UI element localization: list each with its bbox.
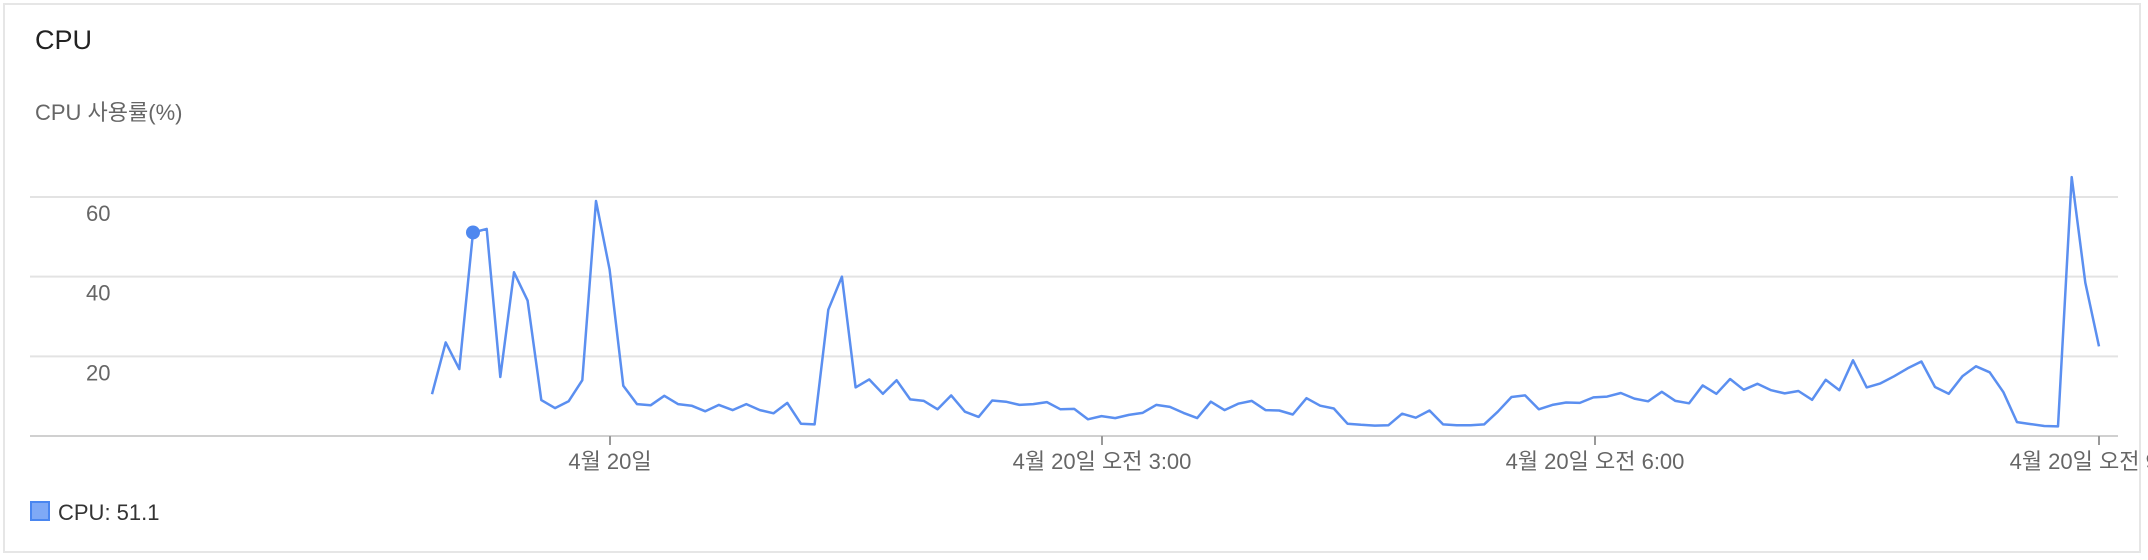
legend-swatch-icon <box>30 501 50 521</box>
legend-label: CPU: 51.1 <box>58 500 160 525</box>
x-tick-label: 4월 20일 오전 9:04 <box>2010 449 2148 474</box>
x-tick-label: 4월 20일 <box>568 449 651 474</box>
chart-card: CPU CPU 사용률(%) <box>3 3 2141 553</box>
legend: CPU: 51.1 <box>30 500 160 526</box>
y-axis-label: CPU 사용률(%) <box>35 100 183 125</box>
x-tick-label: 4월 20일 오전 6:00 <box>1506 449 1685 474</box>
y-tick-label: 60 <box>86 201 110 226</box>
highlight-point[interactable] <box>465 225 480 240</box>
chart-title: CPU <box>35 25 93 55</box>
series-line-cpu <box>430 175 2101 428</box>
y-tick-label: 40 <box>86 281 110 306</box>
x-tick-label: 4월 20일 오전 3:00 <box>1013 449 1192 474</box>
y-tick-label: 20 <box>86 360 110 385</box>
